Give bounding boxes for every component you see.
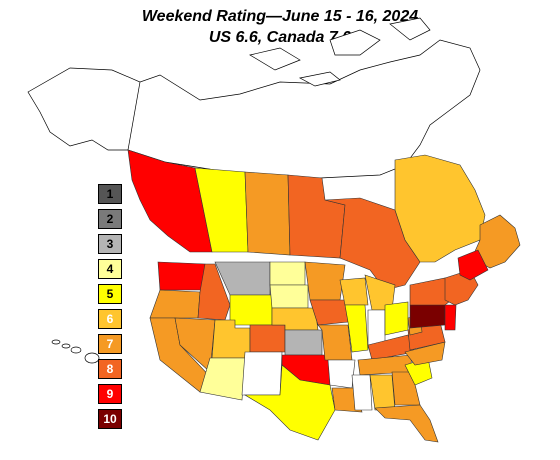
title-line-1: Weekend Rating—June 15 - 16, 2024 [141, 8, 419, 25]
regions-layer [127, 149, 521, 443]
region-texas [243, 364, 336, 441]
map-title: Weekend Rating—June 15 - 16, 2024 US 6.6… [0, 6, 560, 48]
legend-swatch-2: 2 [98, 209, 122, 229]
region-minnesota [304, 261, 346, 301]
region-washington [157, 261, 206, 291]
region-manitoba [287, 174, 346, 259]
region-wyoming [229, 294, 273, 326]
region-british-columbia [127, 149, 213, 253]
hawaii [51, 339, 100, 364]
region-saskatchewan [244, 171, 291, 256]
legend-swatch-3: 3 [98, 234, 122, 254]
legend-swatch-10: 10 [98, 409, 122, 429]
region-arizona [199, 357, 246, 401]
legend-swatch-4: 4 [98, 259, 122, 279]
region-kansas [284, 329, 323, 356]
region-maine [457, 249, 489, 281]
legend-swatch-1: 1 [98, 184, 122, 204]
region-atlantic-canada [471, 214, 521, 269]
region-pennsylvania [409, 301, 446, 329]
legend-swatch-9: 9 [98, 384, 122, 404]
legend-swatch-6: 6 [98, 309, 122, 329]
region-arkansas [327, 359, 356, 389]
region-alabama [369, 374, 396, 411]
legend-swatch-5: 5 [98, 284, 122, 304]
region-south-dakota [269, 284, 309, 309]
region-wisconsin [339, 277, 369, 306]
title-line-2: US 6.6, Canada 7.0 [208, 29, 352, 46]
region-illinois [344, 304, 369, 353]
region-ohio [384, 301, 409, 336]
region-new-mexico [241, 351, 283, 396]
northern-landmass [27, 17, 481, 179]
region-north-dakota [269, 261, 306, 286]
region-new-jersey [444, 304, 457, 331]
region-florida [374, 404, 439, 443]
rating-legend: 1 2 3 4 5 6 7 8 9 10 [98, 184, 122, 434]
region-utah [211, 319, 251, 359]
region-mississippi [351, 374, 373, 411]
region-oregon [149, 289, 201, 319]
region-colorado [249, 324, 286, 353]
legend-swatch-7: 7 [98, 334, 122, 354]
region-quebec [394, 154, 486, 263]
legend-swatch-8: 8 [98, 359, 122, 379]
